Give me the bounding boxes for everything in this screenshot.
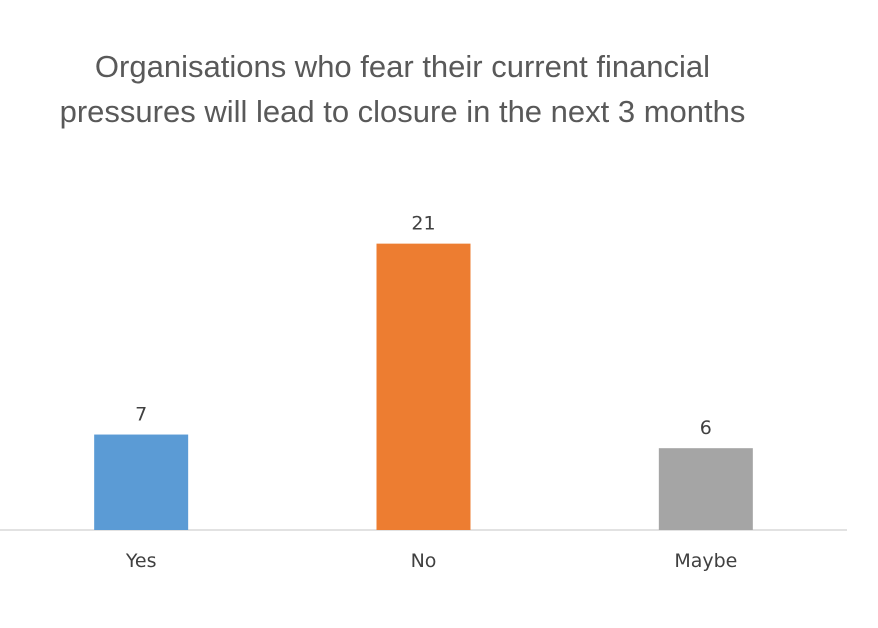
x-tick-label-yes: Yes (125, 550, 157, 572)
x-tick-label-maybe: Maybe (674, 550, 737, 572)
data-label-yes: 7 (135, 404, 147, 426)
data-label-no: 21 (411, 213, 435, 235)
bar-yes (94, 434, 189, 530)
bar-maybe (658, 448, 753, 530)
chart-title: Organisations who fear their current fin… (59, 49, 746, 129)
bar-no (376, 243, 471, 531)
data-label-maybe: 6 (700, 417, 712, 439)
x-tick-label-no: No (411, 550, 437, 572)
